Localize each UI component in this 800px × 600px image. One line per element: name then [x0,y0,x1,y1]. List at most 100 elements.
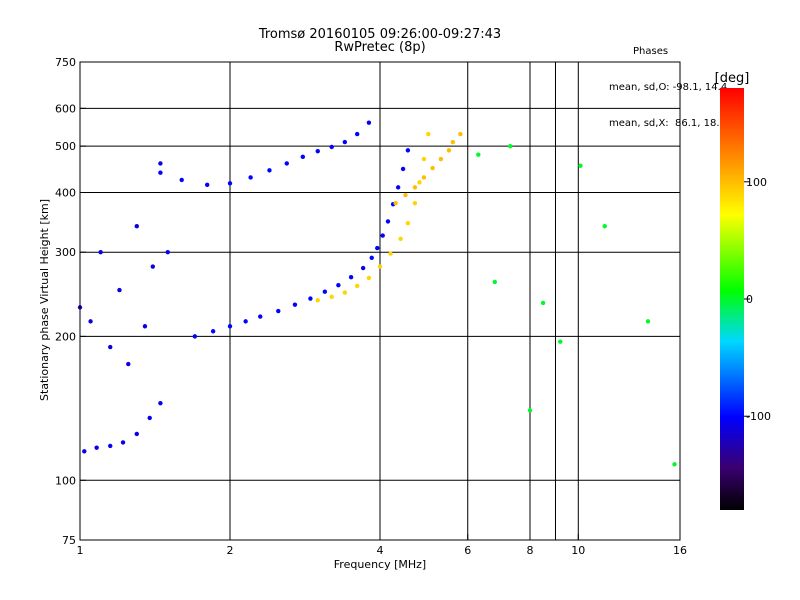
data-point [192,334,198,339]
phase-stats-x: mean, sd,X: 86.1, 18.5 [609,118,726,129]
x-tick-label: 1 [77,544,84,557]
data-point [354,131,360,137]
y-tick-label: 500 [55,140,76,153]
y-tick-label: 300 [55,246,76,259]
y-tick-label: 75 [62,534,76,547]
data-point [527,408,533,413]
data-point [645,319,651,324]
data-point [243,319,248,324]
data-point [377,264,383,269]
data-point [120,440,126,445]
data-point [578,163,583,168]
data-point [348,274,354,280]
data-point [336,282,341,288]
data-point [126,361,131,367]
data-point [421,156,427,162]
colorbar-tick-label: -100 [746,410,771,423]
data-point [82,449,87,454]
data-point [179,177,184,183]
data-point [366,120,372,125]
data-point [385,219,391,224]
data-point [158,170,163,175]
data-point [204,182,210,188]
x-tick-label: 10 [571,544,585,557]
data-point [375,245,380,251]
phase-stats-title: Phases [633,46,669,57]
data-point [405,148,411,153]
data-point [360,265,366,271]
data-point [267,168,272,173]
data-point [210,329,216,334]
data-point [412,200,418,206]
data-point [558,339,563,344]
data-point [540,300,546,306]
data-point [403,192,408,198]
data-point [492,279,498,285]
x-tick-label: 2 [227,544,234,557]
data-point [117,287,122,293]
data-point [142,324,148,329]
colorbar-tick-label: 100 [746,176,767,189]
data-point [426,131,431,137]
chart-title: Tromsø 20160105 09:26:00-09:27:43 [258,27,502,42]
y-tick-label: 100 [55,474,76,487]
data-point [405,221,411,226]
data-point [412,185,418,190]
data-point [417,180,422,185]
x-tick-label: 16 [673,544,687,557]
data-point [342,290,348,295]
x-axis-label: Frequency [MHz] [334,558,426,571]
data-point [446,148,452,153]
x-tick-label: 8 [527,544,534,557]
data-point [308,296,313,301]
y-tick-label: 200 [55,330,76,343]
x-tick-label: 4 [377,544,384,557]
data-point [165,250,170,255]
data-point [258,314,263,319]
x-tick-label: 6 [464,544,471,557]
data-point [458,131,463,137]
y-axis-label: Stationary phase Virtual Height [km] [38,199,51,401]
colorbar [720,88,744,510]
data-point [476,152,481,157]
y-tick-label: 750 [55,56,76,69]
data-point [329,144,334,150]
data-point [158,161,163,166]
data-point [315,298,320,303]
data-point [400,166,406,172]
data-point [134,431,139,437]
data-point [430,165,435,171]
data-point [134,224,139,229]
phase-stats: Phases mean, sd,O: -98.1, 14.4 mean, sd,… [609,22,727,154]
data-point [158,400,163,406]
y-tick-label: 400 [55,186,76,199]
data-point [354,283,360,289]
data-point [276,308,281,314]
data-point [227,181,233,186]
data-point [300,154,306,160]
data-point [398,236,403,242]
chart-subtitle: RwPretec (8p) [334,40,426,55]
data-point [395,185,401,190]
data-point [248,175,253,180]
data-point [108,344,113,350]
data-point [421,175,427,180]
data-point [98,250,103,255]
phase-stats-o: mean, sd,O: -98.1, 14.4 [609,82,728,93]
data-point [292,302,298,307]
y-tick-label: 600 [55,102,76,115]
data-point [380,233,385,238]
data-point [315,149,320,154]
data-point [450,139,456,145]
data-point [507,143,513,149]
colorbar-tick-label: 0 [746,293,753,306]
data-point [602,224,607,229]
data-point [284,161,289,166]
data-point [342,139,348,145]
data-point [388,251,393,256]
data-point [108,443,113,449]
data-point [369,255,374,261]
data-point [438,156,444,162]
